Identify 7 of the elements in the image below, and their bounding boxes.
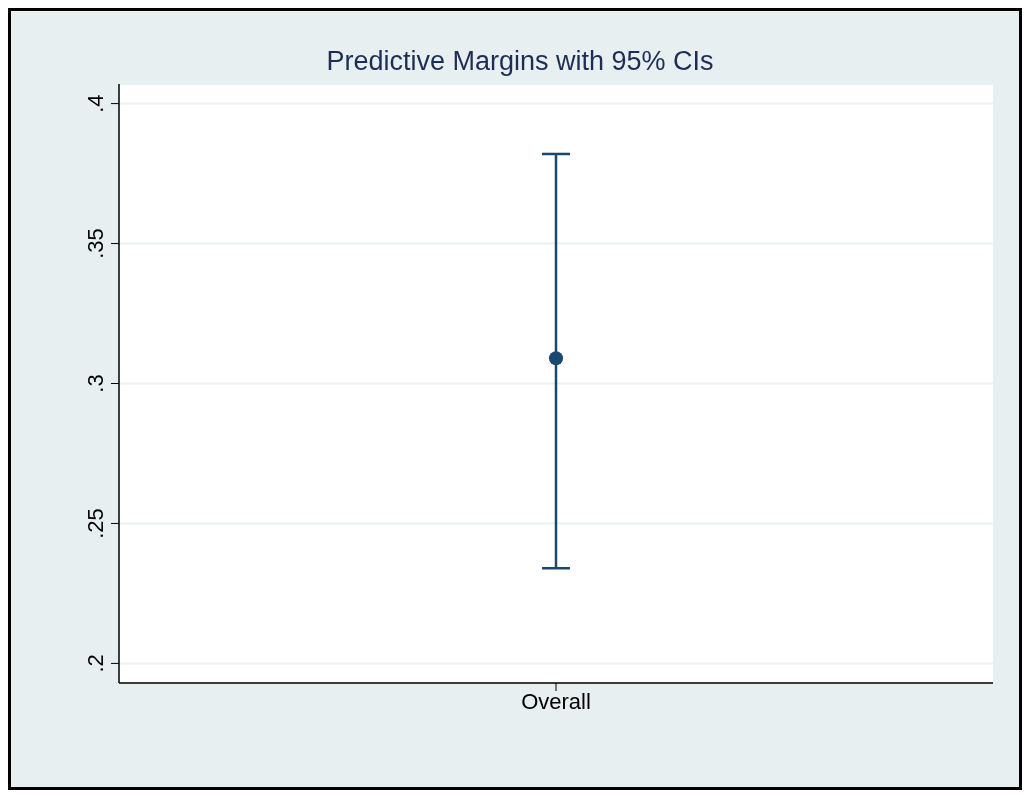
chart-title: Predictive Margins with 95% CIs — [325, 46, 715, 77]
y-tick-label: .25 — [83, 508, 108, 539]
y-tick-label: .35 — [83, 228, 108, 259]
x-tick-label: Overall — [521, 688, 591, 714]
y-tick-label: .2 — [83, 654, 108, 673]
y-tick-label: .4 — [83, 94, 108, 113]
y-tick-label: .3 — [83, 374, 108, 393]
